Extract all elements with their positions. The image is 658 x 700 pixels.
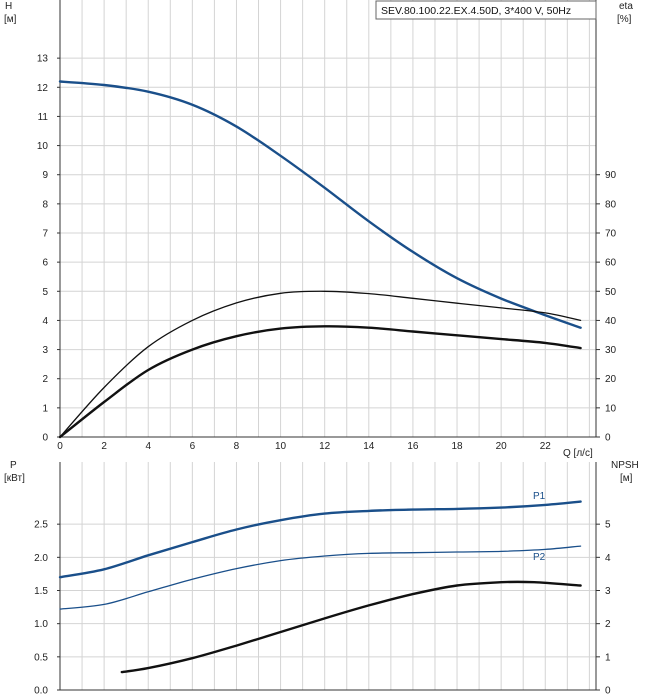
left-tick-label: 11 [38,112,49,123]
curve-p2 [59,545,582,610]
curve-eta-thin [59,290,582,438]
left-tick-label: 7 [42,229,48,240]
left-tick-label: 3 [42,345,48,356]
x-tick-label: 2 [101,441,107,452]
right-tick-label: 0 [605,433,611,444]
curve-eta-thick [58,325,582,439]
npsh-axis-label: NPSH [611,460,639,471]
right-tick-label: 4 [605,553,611,564]
left-tick-label: 9 [42,170,48,181]
left-tick-label: 1 [42,403,48,414]
x-tick-label: 8 [234,441,240,452]
left-tick-label: 0.5 [34,652,48,663]
right-tick-label: 20 [605,374,617,385]
eta-tick-labels: 0 10 20 30 40 50 60 70 80 90 [596,170,617,444]
right-tick-label: 30 [605,345,617,356]
left-tick-label: 5 [42,287,48,298]
right-tick-label: 0 [605,686,611,697]
left-tick-label: 2.0 [34,553,48,564]
power-npsh-series [58,500,582,674]
eta-axis-unit: [%] [617,14,632,25]
right-tick-label: 80 [605,199,617,210]
left-tick-label: 2.5 [34,520,48,531]
flow-tick-labels: 0 2 4 6 8 10 12 14 16 18 20 22 [57,441,551,452]
head-efficiency-panel: SEV.80.100.22.EX.4.50D, 3*400 V, 50Hz H … [4,0,633,459]
left-tick-label: 0 [42,433,48,444]
p1-series-label: P1 [533,491,546,502]
power-axis-label: P [10,460,17,471]
right-tick-label: 90 [605,170,617,181]
right-tick-label: 2 [605,619,611,630]
right-tick-label: 60 [605,258,617,269]
chart-title-box [375,0,597,20]
bottom-axes [59,462,597,691]
top-axes [59,0,597,438]
npsh-tick-labels: 0 1 2 3 4 5 [596,520,611,697]
x-tick-label: 10 [275,441,287,452]
chart-title: SEV.80.100.22.EX.4.50D, 3*400 V, 50Hz [381,5,571,17]
x-tick-label: 22 [540,441,552,452]
left-tick-label: 6 [42,258,48,269]
x-tick-label: 18 [451,441,463,452]
power-axis-unit: [кВт] [4,473,25,484]
right-tick-label: 40 [605,316,617,327]
curve-p1 [58,500,582,579]
x-tick-label: 16 [407,441,419,452]
x-tick-label: 6 [190,441,196,452]
left-tick-label: 8 [42,199,48,210]
left-tick-label: 4 [42,316,48,327]
head-efficiency-series [58,80,582,439]
right-tick-label: 5 [605,520,611,531]
curve-h [58,80,582,329]
right-tick-label: 70 [605,229,617,240]
p2-series-label: P2 [533,552,546,563]
left-tick-label: 2 [42,374,48,385]
right-tick-label: 1 [605,652,611,663]
x-tick-label: 14 [363,441,375,452]
left-tick-label: 1.5 [34,586,48,597]
x-tick-label: 20 [496,441,508,452]
head-axis-unit: [м] [4,14,17,25]
curve-npsh [120,580,582,674]
left-tick-label: 10 [37,141,49,152]
right-tick-label: 50 [605,287,617,298]
power-npsh-panel: P [кВт] NPSH [м] P1 P2 0.0 0.5 1.0 1.5 2.0 2.… [4,460,639,697]
x-tick-label: 4 [145,441,151,452]
left-tick-label: 13 [37,54,49,65]
flow-axis-label: Q [л/с] [563,448,593,459]
top-grid [60,0,596,437]
eta-axis-label: eta [619,1,633,12]
x-tick-label: 12 [319,441,331,452]
left-tick-label: 0.0 [34,686,48,697]
power-tick-labels: 0.0 0.5 1.0 1.5 2.0 2.5 [34,520,60,697]
left-tick-label: 12 [37,83,49,94]
right-tick-label: 3 [605,586,611,597]
head-axis-label: H [5,1,12,12]
right-tick-label: 10 [605,403,617,414]
bottom-grid [60,462,596,690]
npsh-axis-unit: [м] [620,473,633,484]
left-tick-label: 1.0 [34,619,48,630]
x-tick-label: 0 [57,441,63,452]
